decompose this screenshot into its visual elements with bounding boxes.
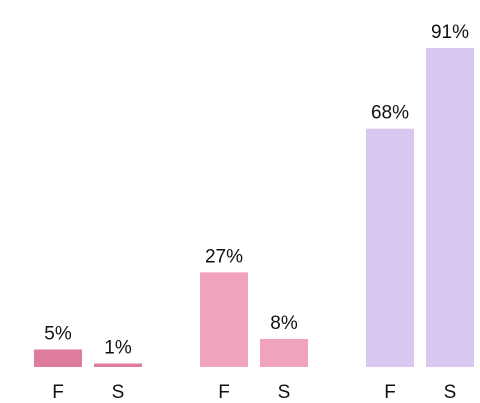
- value-label: 8%: [270, 313, 298, 334]
- bar: [94, 363, 142, 367]
- value-label: 91%: [431, 22, 469, 43]
- bar: [200, 272, 248, 367]
- value-label: 5%: [44, 323, 72, 344]
- x-tick-label: S: [112, 382, 125, 403]
- x-tick-label: F: [52, 382, 64, 403]
- value-label: 68%: [371, 103, 409, 124]
- x-tick-label: S: [444, 382, 457, 403]
- bar: [366, 128, 414, 367]
- x-tick-label: F: [218, 382, 230, 403]
- bar: [260, 338, 308, 367]
- x-tick-label: S: [278, 382, 291, 403]
- bar: [426, 48, 474, 367]
- bar: [34, 349, 82, 367]
- value-label: 27%: [205, 246, 243, 267]
- x-tick-label: F: [384, 382, 396, 403]
- value-label: 1%: [104, 337, 132, 358]
